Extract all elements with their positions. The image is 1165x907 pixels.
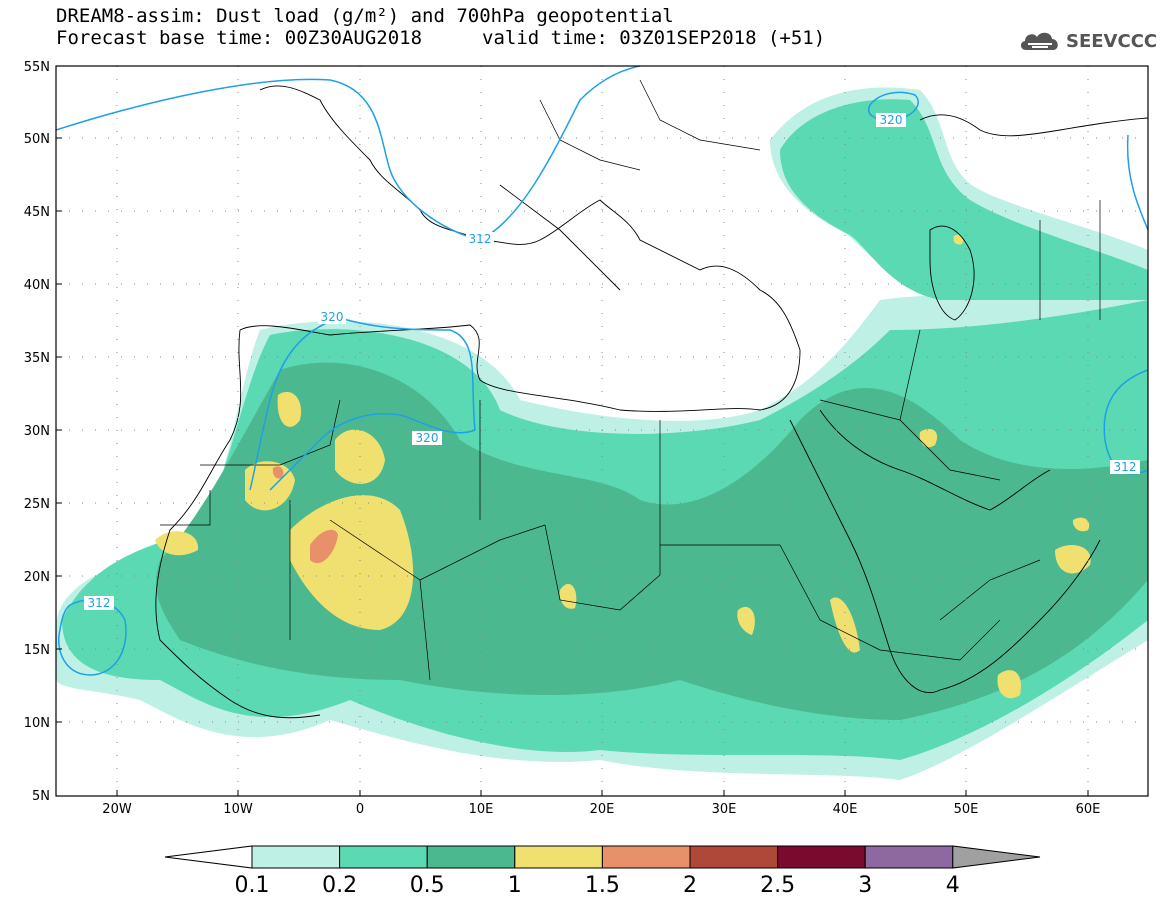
colorbar-label: 1.5: [584, 873, 620, 898]
dust-patch-6: [559, 583, 577, 609]
contour-312-north: [55, 65, 641, 241]
colorbar-label: 0.2: [322, 873, 358, 898]
lat-label: 15N: [24, 643, 50, 658]
gridlines: [56, 66, 1148, 796]
dust-field-dense: [156, 362, 1148, 720]
coastlines: [155, 85, 1149, 719]
borders: [160, 79, 1101, 681]
colorbar-label: 0.5: [409, 873, 445, 898]
lon-label: 50E: [954, 802, 979, 817]
colorbar-swatch: [601, 845, 691, 869]
lat-label: 55N: [24, 60, 50, 75]
colorbar-swatch: [339, 845, 428, 869]
colorbar-arrow-high: [952, 845, 1041, 869]
contour-labels: 320 312 320 320 312 312: [84, 113, 1140, 610]
dust-patch-7: [737, 606, 755, 635]
longitude-labels: 20W 10W 0 10E 20E 30E 40E 50E 60E: [102, 802, 1100, 817]
lat-label: 40N: [24, 278, 50, 293]
brand-logo: SEEVCCC: [1018, 28, 1157, 54]
lon-label: 40E: [833, 802, 858, 817]
dust-patch-5: [155, 531, 199, 556]
colorbar-swatch: [426, 845, 516, 869]
colorbar-swatch: [777, 845, 866, 869]
dust-fields: [56, 87, 1148, 780]
lat-label: 35N: [24, 351, 50, 366]
contour-label: 312: [469, 232, 492, 246]
dust-patch-13: [953, 234, 964, 245]
map-title: DREAM8-assim: Dust load (g/m²) and 700hP…: [56, 5, 674, 27]
latitude-labels: 55N 50N 45N 40N 35N 30N 25N 20N 15N 10N …: [24, 60, 50, 804]
lon-label: 10W: [223, 802, 253, 817]
contour-label: 312: [88, 596, 111, 610]
colorbar-swatch: [514, 845, 603, 869]
colorbar-label: 0.1: [234, 873, 270, 898]
dust-patch-4: [277, 391, 302, 427]
lon-label: 60E: [1076, 802, 1101, 817]
dust-patch-11: [919, 428, 938, 448]
lat-label: 30N: [24, 424, 50, 439]
lat-label: 50N: [24, 132, 50, 147]
geopotential-contours: [55, 65, 1149, 676]
colorbar-label: 2.5: [760, 873, 796, 898]
lat-label: 20N: [24, 570, 50, 585]
lon-label: 30E: [712, 802, 737, 817]
colorbar-swatch: [864, 845, 954, 869]
lon-label: 20W: [102, 802, 132, 817]
axis-ticks: [56, 65, 1089, 797]
contour-label: 320: [880, 113, 903, 127]
brand-name: SEEVCCC: [1066, 30, 1158, 52]
forecast-base-time: Forecast base time: 00Z30AUG2018: [56, 27, 423, 49]
dust-patch-12: [1072, 517, 1090, 532]
cloud-icon: [1020, 32, 1058, 50]
colorbar-arrow-low: [164, 845, 253, 869]
lon-label: 0: [356, 802, 364, 817]
colorbar: [164, 845, 1041, 869]
colorbar-swatch: [251, 845, 341, 869]
colorbar-label: 4: [945, 873, 960, 898]
contour-320-mid: [249, 317, 476, 491]
lon-label: 10E: [469, 802, 494, 817]
lat-label: 5N: [32, 789, 50, 804]
colorbar-swatch: [689, 845, 779, 869]
colorbar-label: 2: [683, 873, 697, 898]
dust-patch-8: [1055, 545, 1091, 574]
colorbar-label: 1: [507, 873, 522, 898]
lat-label: 25N: [24, 497, 50, 512]
lat-label: 45N: [24, 205, 50, 220]
dust-patch-orange: [310, 529, 338, 564]
contour-320-north: [868, 91, 919, 121]
lat-label: 10N: [24, 716, 50, 731]
dust-patch-9: [997, 670, 1021, 699]
dust-patch-1: [290, 495, 414, 630]
contour-label: 312: [1114, 460, 1137, 474]
lon-label: 20E: [590, 802, 615, 817]
contour-label: 320: [321, 310, 344, 324]
valid-time: valid time: 03Z01SEP2018 (+51): [482, 27, 826, 49]
colorbar-label: 3: [858, 873, 873, 898]
dust-field-medium-north: [780, 99, 1148, 300]
contour-label: 320: [416, 431, 439, 445]
dust-patch-orange-2: [272, 466, 284, 479]
